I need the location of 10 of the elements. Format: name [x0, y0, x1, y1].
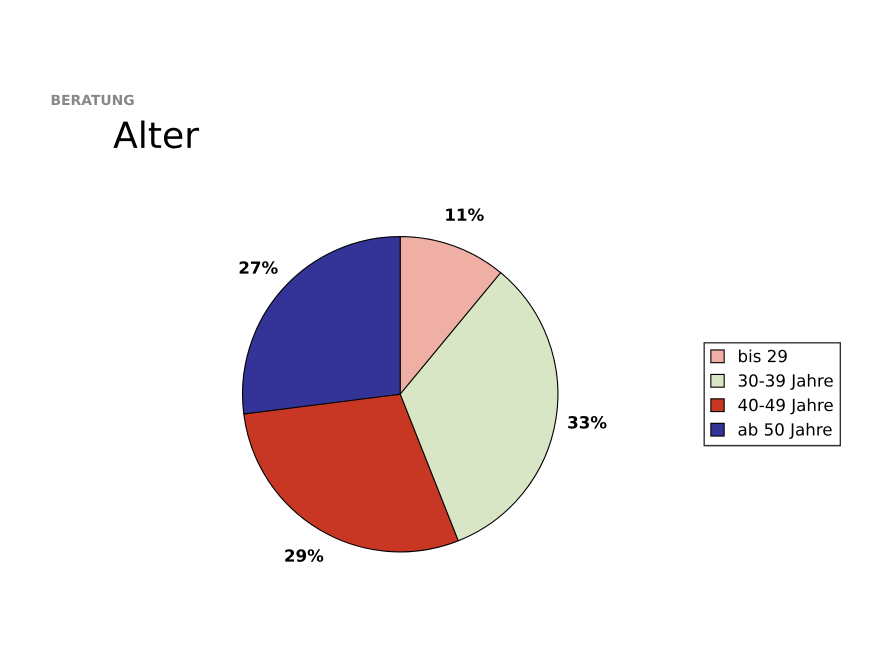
legend-label: bis 29 — [739, 349, 787, 362]
data-label: 33% — [568, 416, 606, 429]
chart-title: Alter — [113, 120, 200, 148]
legend-label: 30-39 Jahre — [738, 374, 833, 390]
data-label: 27% — [240, 261, 278, 274]
data-label: 11% — [446, 208, 484, 222]
legend-label: ab 50 Jahre — [738, 422, 832, 439]
text: BERATUNG — [52, 94, 134, 106]
data-label: 29% — [285, 549, 324, 562]
legend-label: 40-49 Jahre — [738, 398, 833, 414]
